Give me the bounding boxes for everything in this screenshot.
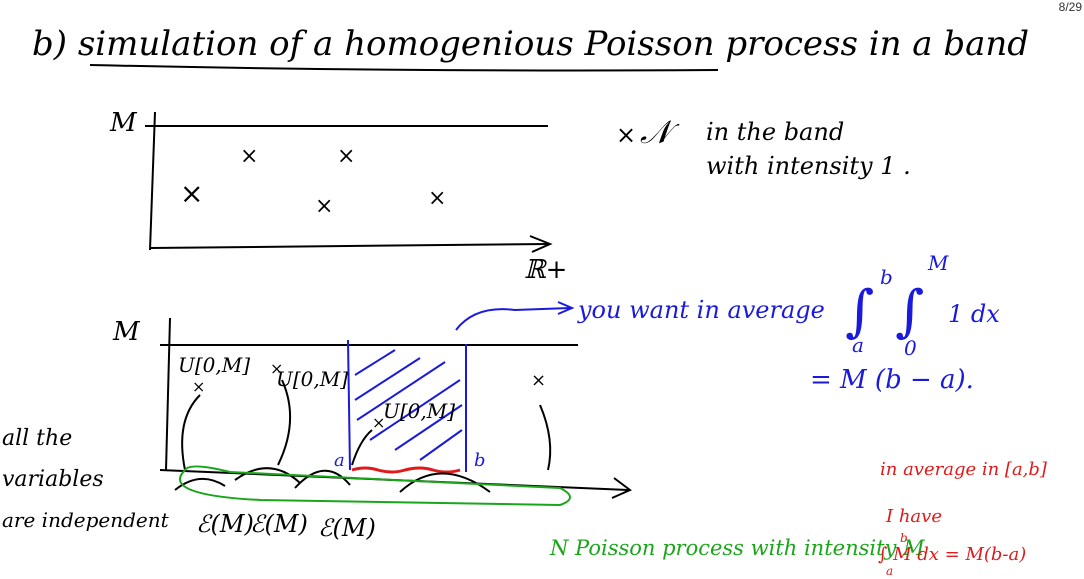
top-legend-line1: in the band	[706, 118, 844, 146]
top-plot-y-axis	[149, 111, 156, 251]
band-red-segment	[351, 466, 461, 474]
green-note: N Poisson process with intensity M	[549, 536, 925, 560]
bottom-plot-x-arrowhead	[611, 477, 632, 499]
integral-result: = M (b − a).	[810, 365, 974, 395]
exp-label-2: ℰ(M)	[250, 510, 308, 538]
integral-upper-outer: b	[880, 265, 893, 289]
point-marker: ×	[428, 186, 446, 211]
red-note-int-upper: b	[900, 531, 908, 545]
top-plot-x-label: ℝ+	[524, 255, 567, 285]
point-marker: ×	[240, 144, 258, 169]
point-marker: ×	[337, 144, 355, 169]
top-legend-N: 𝒩	[640, 113, 680, 151]
band-b-label: b	[474, 450, 486, 471]
integral-lower-outer: a	[852, 333, 864, 357]
integral-lower-inner: 0	[904, 336, 917, 360]
exp-label-1: ℰ(M)	[196, 510, 254, 538]
jump-curves	[181, 379, 552, 471]
blue-arrow	[455, 307, 571, 331]
blue-arrowhead	[557, 301, 575, 315]
integral-sign-outer: ∫	[845, 279, 874, 344]
top-plot-x-axis	[149, 243, 549, 249]
red-note-int-lower: a	[886, 564, 893, 578]
top-legend-marker: ×	[616, 121, 636, 149]
uniform-label-3: U[0,M]	[383, 399, 455, 423]
red-note-line2: I have	[885, 506, 942, 527]
uniform-point-1: ×	[192, 377, 205, 396]
left-note-line2: variables	[2, 467, 104, 492]
uniform-point-3: ×	[372, 413, 385, 432]
top-plot-y-label: M	[109, 108, 138, 138]
point-marker: ×	[315, 194, 333, 219]
top-plot-points: × × × × ×	[180, 144, 446, 219]
integrand: 1 dx	[948, 300, 1000, 328]
uniform-label-2: U[0,M]	[276, 367, 348, 391]
integral-sign-inner: ∫	[895, 279, 924, 344]
band-region	[347, 339, 467, 472]
bottom-plot-y-axis	[165, 317, 171, 471]
page-number: 8/29	[1058, 0, 1082, 14]
integral-upper-inner: M	[927, 251, 949, 275]
blue-arrow-text: you want in average	[577, 296, 825, 324]
red-note-line3: ∫ M dx = M(b-a)	[878, 544, 1026, 565]
heading-text: b) simulation of a homogenious Poisson p…	[32, 24, 1029, 64]
left-note-line3: are independent	[2, 508, 170, 532]
heading-underline	[89, 64, 719, 72]
uniform-point-4: ×	[531, 370, 546, 391]
uniform-point-2: ×	[270, 359, 283, 378]
exp-label-3: ℰ(M)	[318, 514, 376, 542]
top-plot-x-arrowhead	[529, 235, 553, 253]
red-note-line1: in average in [a,b]	[880, 459, 1048, 480]
green-loop	[179, 465, 571, 507]
top-legend-line2: with intensity 1 .	[706, 152, 911, 180]
band-a-label: a	[334, 450, 345, 471]
uniform-label-1: U[0,M]	[178, 353, 250, 377]
point-marker: ×	[180, 177, 203, 210]
bottom-plot-y-label: M	[112, 317, 141, 347]
left-note-line1: all the	[2, 426, 72, 451]
